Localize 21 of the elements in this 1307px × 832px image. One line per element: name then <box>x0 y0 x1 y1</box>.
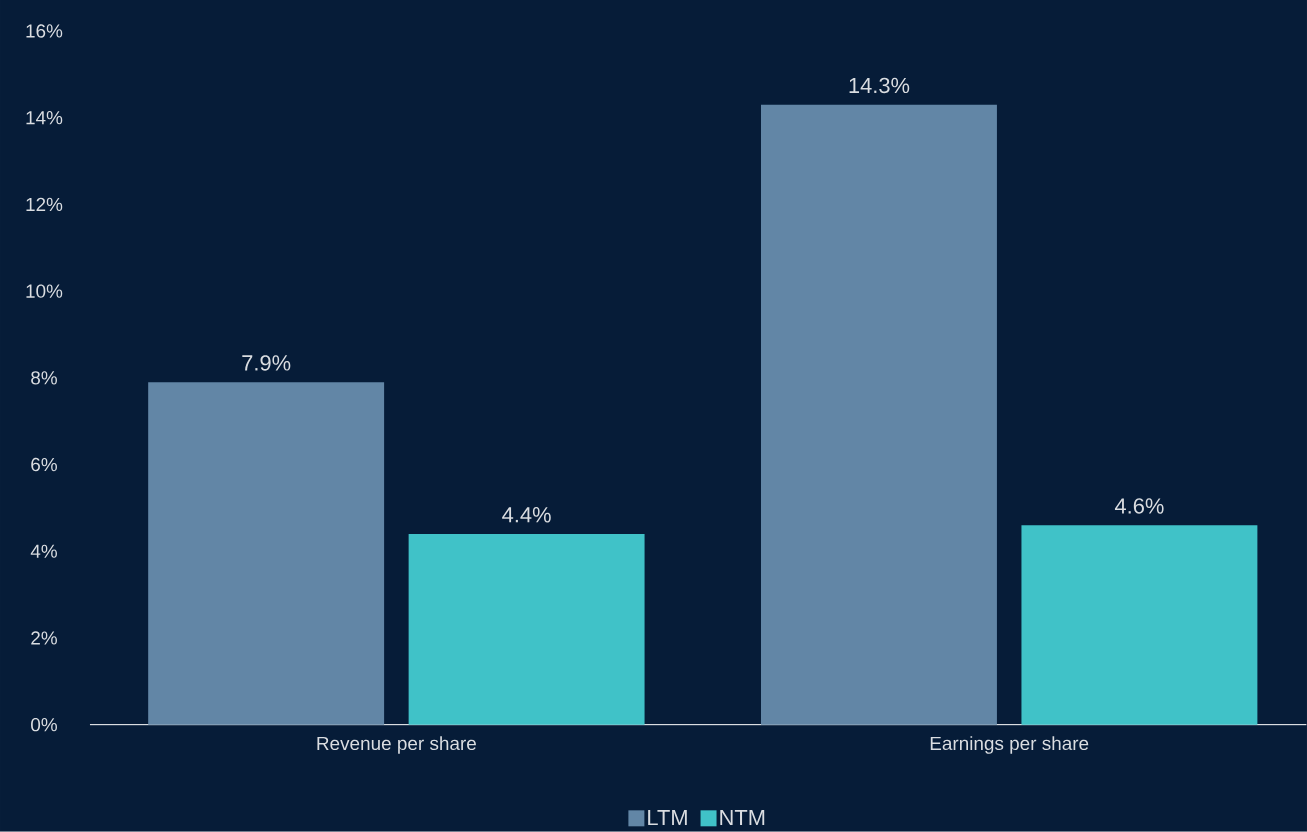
x-tick-label: Revenue per share <box>317 736 476 755</box>
bar <box>148 382 385 725</box>
data-label: 4.6% <box>1114 498 1164 514</box>
y-tick-label: 8% <box>31 371 57 385</box>
data-label: 7.9% <box>242 355 291 371</box>
bar <box>761 104 997 725</box>
y-tick-label: 16% <box>26 24 63 38</box>
y-tick-label: 14% <box>26 111 63 125</box>
legend-label: NTM <box>720 810 765 826</box>
legend-label: LTM <box>648 810 687 826</box>
y-tick-label: 4% <box>30 544 57 559</box>
y-tick-label: 2% <box>31 631 57 645</box>
bar <box>408 534 645 725</box>
bar <box>1021 525 1258 725</box>
y-tick-label: 6% <box>31 458 57 472</box>
y-tick-label: 12% <box>26 197 63 212</box>
x-tick-label: Earnings per share <box>930 736 1089 755</box>
y-tick-label: 0% <box>31 718 57 732</box>
y-tick-label: 10% <box>26 284 63 298</box>
data-label: 14.3% <box>849 77 910 94</box>
data-label: 4.4% <box>502 507 551 523</box>
